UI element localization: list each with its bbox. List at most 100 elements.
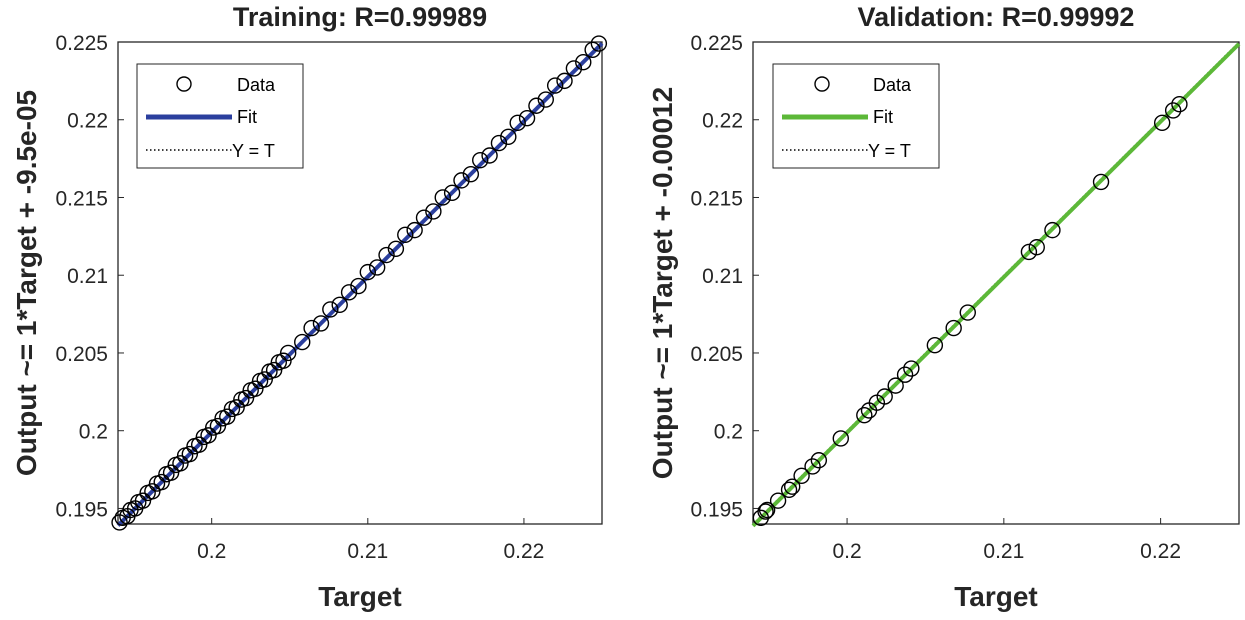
training-data-point: [518, 109, 536, 127]
validation-data-point: [757, 503, 774, 520]
validation-data-point: [783, 478, 801, 495]
validation-x-tick-label: 0.2: [832, 540, 861, 563]
training-legend-marker: [176, 76, 192, 92]
training-data-point: [312, 315, 330, 332]
validation-y-tick-label: 0.215: [690, 187, 743, 210]
training-data-point: [219, 408, 236, 425]
validation-data-point: [1028, 239, 1045, 256]
validation-data-point: [1092, 173, 1110, 191]
training-data-point: [490, 134, 508, 152]
training-data-point: [134, 492, 152, 509]
validation-data-point: [1171, 95, 1188, 113]
training-y-tick-label: 0.195: [55, 498, 108, 521]
validation-data-point: [1044, 221, 1061, 239]
training-data-point: [256, 371, 273, 388]
training-data-point: [368, 259, 386, 276]
training-y-tick-label: 0.21: [67, 265, 108, 288]
validation-x-ticks: 0.2 0.21 0.22: [832, 518, 1181, 563]
validation-data-point: [876, 388, 893, 405]
training-title: Training: R=0.99989: [233, 2, 487, 32]
training-y-ticks: 0.195 0.2 0.205 0.21 0.215 0.22 0.225: [55, 32, 124, 521]
validation-legend-identity-label: Y = T: [868, 141, 911, 161]
training-x-tick-label: 0.2: [197, 540, 226, 563]
validation-x-axis-label: Target: [954, 581, 1038, 612]
validation-data-point: [896, 366, 914, 383]
validation-panel: Validation: R=0.99992 Target Output ~= 1…: [647, 2, 1241, 612]
training-data-point: [575, 54, 592, 71]
training-y-tick-label: 0.205: [55, 343, 108, 366]
training-data-point: [279, 344, 297, 362]
validation-legend: Data Fit Y = T: [772, 63, 940, 169]
training-data-point: [294, 333, 311, 351]
validation-y-axis-label: Output ~= 1*Target + -0.00012: [647, 87, 678, 479]
validation-data-point: [780, 481, 798, 498]
training-data-point: [172, 455, 189, 472]
validation-legend-marker: [814, 76, 830, 92]
validation-data-point: [856, 406, 873, 424]
training-legend-identity-label: Y = T: [232, 141, 275, 161]
validation-data-point: [769, 492, 787, 509]
training-data-point: [322, 301, 339, 318]
training-y-axis-label: Output ~= 1*Target + -9.5e-05: [11, 90, 42, 476]
training-data-point: [528, 97, 545, 114]
validation-data-point: [1164, 102, 1182, 119]
validation-data-point: [804, 458, 821, 475]
training-data-point: [200, 427, 217, 444]
validation-y-tick-label: 0.195: [690, 498, 743, 521]
training-data-point: [590, 35, 608, 52]
training-data-point: [162, 464, 180, 481]
training-x-ticks: 0.2 0.21 0.22: [197, 518, 544, 563]
training-data-point: [565, 60, 583, 77]
training-data-point: [462, 165, 480, 183]
training-data-point: [546, 77, 564, 94]
training-data-point: [331, 296, 348, 313]
training-data-point: [397, 226, 414, 244]
training-data-point: [443, 184, 461, 202]
training-data-points: [111, 35, 608, 531]
validation-legend-data-label: Data: [873, 75, 912, 95]
training-x-axis-label: Target: [318, 581, 402, 612]
training-y-tick-label: 0.215: [55, 187, 108, 210]
training-x-tick-label: 0.22: [503, 540, 544, 563]
training-data-point: [209, 417, 227, 435]
training-legend-fit-label: Fit: [237, 107, 257, 127]
training-data-point: [350, 277, 367, 295]
training-data-point: [247, 380, 264, 397]
training-data-point: [509, 114, 526, 132]
validation-y-tick-label: 0.205: [690, 343, 743, 366]
validation-x-tick-label: 0.22: [1140, 540, 1181, 563]
training-data-point: [425, 203, 442, 220]
training-data-point: [584, 41, 601, 58]
validation-y-tick-label: 0.21: [702, 265, 743, 288]
training-data-point: [500, 128, 517, 146]
training-legend-data-label: Data: [237, 75, 276, 95]
validation-data-point: [903, 360, 920, 377]
validation-title: Validation: R=0.99992: [858, 2, 1135, 32]
training-data-point: [275, 352, 292, 369]
training-data-point: [340, 284, 358, 301]
training-data-point: [181, 445, 199, 463]
training-data-point: [303, 319, 320, 337]
validation-data-point: [793, 467, 810, 484]
training-y-tick-label: 0.22: [67, 110, 108, 133]
training-data-point: [387, 240, 405, 257]
validation-y-ticks: 0.195 0.2 0.205 0.21 0.215 0.22 0.225: [690, 32, 759, 521]
training-y-tick-label: 0.2: [79, 421, 108, 444]
training-data-point: [359, 263, 377, 281]
validation-data-points: [752, 95, 1188, 526]
validation-data-point: [887, 377, 904, 394]
validation-legend-fit-label: Fit: [873, 107, 893, 127]
validation-data-point: [945, 319, 962, 337]
training-data-point: [481, 147, 498, 164]
training-data-point: [406, 221, 423, 239]
validation-y-tick-label: 0.2: [714, 421, 743, 444]
training-y-tick-label: 0.225: [55, 32, 108, 55]
validation-fit-line: [751, 42, 1241, 528]
validation-x-tick-label: 0.21: [983, 540, 1024, 563]
validation-data-point: [959, 304, 976, 321]
validation-data-point: [926, 336, 944, 354]
training-data-point: [190, 436, 208, 453]
training-x-tick-label: 0.21: [347, 540, 388, 563]
training-data-point: [453, 172, 470, 189]
